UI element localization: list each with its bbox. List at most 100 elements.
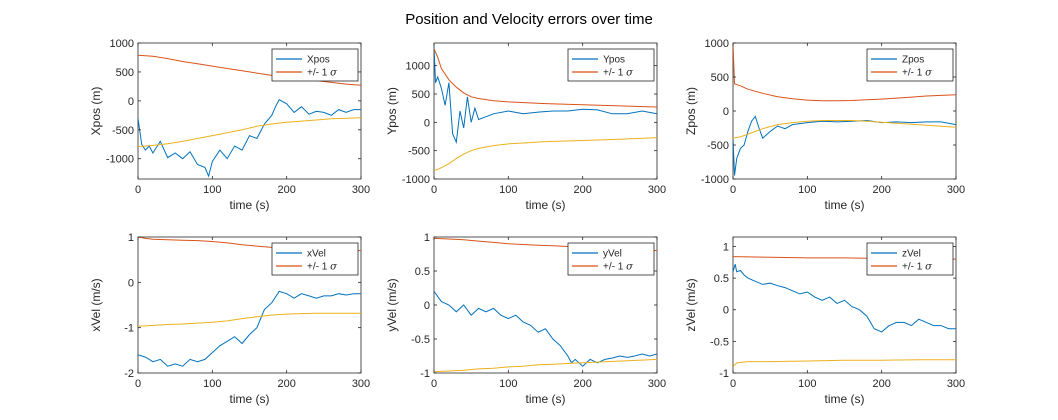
y-tick-label: 1 [424,232,430,244]
series-line-yvel [434,291,657,367]
legend-entry: Xpos [307,55,330,66]
x-tick-label: 300 [648,184,666,196]
x-tick-label: 200 [277,184,295,196]
legend-box [866,242,954,276]
y-tick-label: -0.5 [411,334,430,346]
y-tick-label: 0 [424,300,430,312]
y-tick-label: -1000 [106,154,134,166]
series-line-upper [434,48,657,108]
y-axis-label: yVel (m/s) [385,278,399,331]
y-tick-label: 0 [424,117,430,129]
y-tick-label: -500 [707,140,729,152]
legend: Xpos +/- 1 σ [271,48,359,82]
y-tick-label: 500 [116,67,134,79]
y-tick-label: 0 [723,305,729,317]
legend-entry: xVel [307,249,326,260]
legend-box [271,242,359,276]
legend-box [271,48,359,82]
x-tick-label: 0 [730,378,736,390]
legend: yVel +/- 1 σ [567,242,655,276]
y-tick-label: 0 [128,96,134,108]
y-tick-label: 500 [711,72,729,84]
y-tick-label: 1000 [110,38,134,50]
legend-entry: Zpos [902,55,924,66]
series-line-xvel [138,290,361,367]
subplot-6: 0 100 200 300 -1 -0.5 0 0.5 1 time (s) zVel (m/s) z… [684,236,965,406]
legend-entry: +/- 1 σ [603,262,634,273]
x-tick-label: 100 [203,184,221,196]
x-tick-label: 200 [872,378,890,390]
series-line-zvel [733,264,956,333]
legend-entry: Ypos [603,55,625,66]
subplot-5: 0 100 200 300 -1 -0.5 0 0.5 1 time (s) yVel (m/s) y… [385,232,666,406]
y-tick-label: 1000 [406,61,430,73]
x-tick-label: 200 [277,378,295,390]
legend-box [567,48,655,82]
y-tick-label: -1 [719,368,729,380]
legend-entry: yVel [603,249,622,260]
legend-entry: +/- 1 σ [902,262,933,273]
x-tick-label: 100 [499,184,517,196]
series-line-lower [434,137,657,171]
x-axis-label: time (s) [825,392,865,406]
x-axis-label: time (s) [230,198,270,212]
y-tick-label: -1000 [701,174,729,186]
x-tick-label: 0 [135,184,141,196]
y-tick-label: 0 [128,277,134,289]
series-line-zpos [733,115,956,176]
x-tick-label: 300 [352,378,370,390]
y-tick-label: 1 [128,232,134,244]
legend: Zpos +/- 1 σ [866,48,954,82]
subplot-1: 0 100 200 300 -1000 -500 0 500 1000 time (s) Xpos … [89,38,370,212]
legend-box [567,242,655,276]
series-line-lower [733,359,956,368]
legend-box [866,48,954,82]
y-axis-label: Ypos (m) [385,87,399,135]
y-axis-label: zVel (m/s) [684,278,698,331]
series-line-lower [733,120,956,139]
y-tick-label: 500 [412,89,430,101]
legend-entry: +/- 1 σ [902,68,933,79]
x-tick-label: 100 [499,378,517,390]
series-line-lower [434,358,657,373]
series-line-xpos [138,99,361,178]
x-tick-label: 100 [798,378,816,390]
legend: Ypos +/- 1 σ [567,48,655,82]
y-tick-label: 0.5 [714,273,729,285]
series-line-ypos [434,45,657,145]
series-line-lower [138,117,361,148]
y-tick-label: 1 [723,241,729,253]
series-line-upper [733,43,956,102]
subplot-4: 0 100 200 300 -2 -1 0 1 time (s) xVel (m/s) xVel +/… [89,232,370,406]
series-line-upper [138,54,361,86]
x-tick-label: 300 [352,184,370,196]
x-tick-label: 300 [947,184,965,196]
x-axis-label: time (s) [526,198,566,212]
x-axis-label: time (s) [825,198,865,212]
y-tick-label: 1000 [705,38,729,50]
x-tick-label: 0 [730,184,736,196]
y-tick-label: -1 [124,323,134,335]
x-tick-label: 200 [872,184,890,196]
legend-entry: +/- 1 σ [603,68,634,79]
x-tick-label: 0 [135,378,141,390]
x-axis-label: time (s) [526,392,566,406]
y-axis-label: xVel (m/s) [89,278,103,331]
y-tick-label: 0 [723,106,729,118]
legend: xVel +/- 1 σ [271,242,359,276]
subplot-3: 0 100 200 300 -1000 -500 0 500 1000 time (s) Zpos … [684,38,965,212]
y-axis-label: Xpos (m) [89,87,103,136]
legend-entry: +/- 1 σ [307,68,338,79]
legend-entry: +/- 1 σ [307,262,338,273]
y-tick-label: 0.5 [415,266,430,278]
series-line-lower [138,312,361,327]
figure-title: Position and Velocity errors over time [405,11,653,28]
y-tick-label: -0.5 [710,336,729,348]
x-tick-label: 300 [648,378,666,390]
x-axis-label: time (s) [230,392,270,406]
x-tick-label: 100 [203,378,221,390]
legend: zVel +/- 1 σ [866,242,954,276]
y-tick-label: -500 [112,125,134,137]
